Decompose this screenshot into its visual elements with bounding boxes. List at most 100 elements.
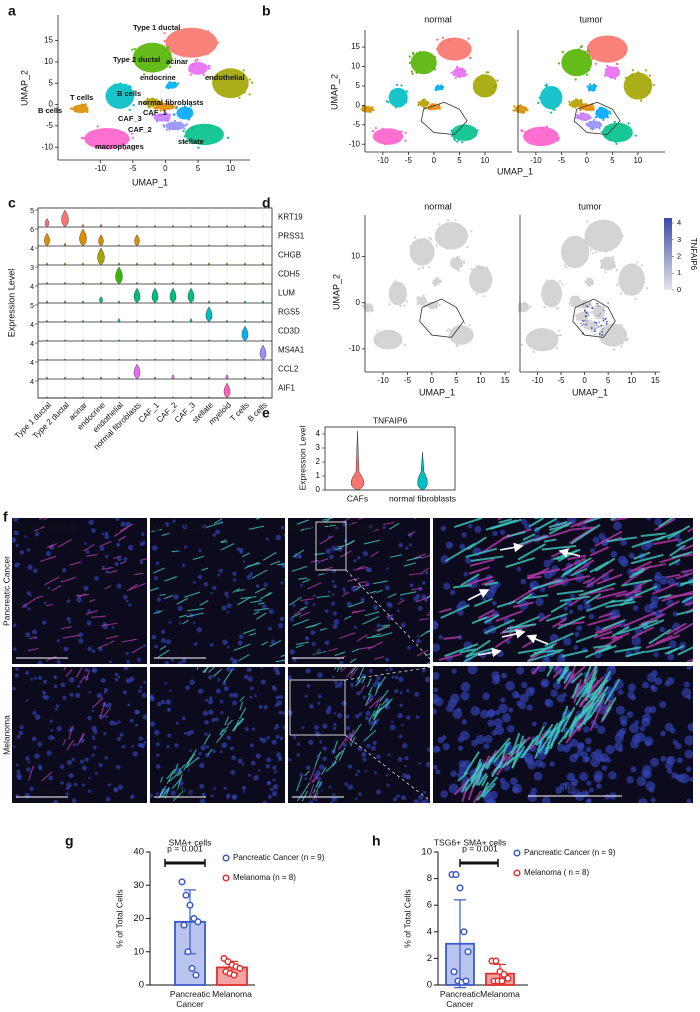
nucleus (397, 756, 403, 762)
signal-streak (66, 739, 74, 751)
nucleus (405, 774, 411, 779)
cell-dot (540, 348, 543, 351)
violin (117, 300, 121, 304)
signal-streak (187, 608, 204, 612)
cell-dot (595, 251, 598, 254)
nucleus (78, 632, 84, 638)
nucleus (304, 636, 310, 641)
x-tick-label: -10 (530, 156, 542, 165)
signal-streak (340, 667, 347, 673)
x-tick-label: 0 (582, 376, 587, 385)
nucleus (426, 747, 430, 752)
cluster-label: Type 2 ductal (113, 55, 160, 64)
nucleus (376, 754, 381, 759)
signal-streak (438, 653, 463, 661)
signal-streak (240, 596, 257, 599)
signal-streak (269, 640, 282, 647)
cluster (72, 104, 89, 114)
violin (207, 262, 211, 266)
violin (208, 225, 210, 228)
nucleus (231, 667, 235, 671)
cell-dot (207, 76, 210, 79)
data-point (236, 964, 244, 972)
cell-dot (528, 129, 531, 133)
nucleus (332, 675, 335, 679)
signal-streak (522, 594, 549, 600)
nucleus (309, 704, 314, 709)
expression-dot (584, 319, 586, 322)
signal-streak (534, 518, 541, 520)
nucleus (14, 673, 19, 678)
signal-streak (99, 540, 112, 547)
nucleus (166, 745, 170, 749)
nucleus (385, 668, 388, 672)
violin (118, 396, 120, 399)
signal-streak (494, 635, 513, 648)
cell-dot (649, 79, 652, 82)
cell-dot (555, 346, 558, 349)
nucleus (60, 682, 66, 688)
nucleus (332, 726, 337, 730)
signal-streak (454, 775, 474, 796)
y-tick-label: 30 (133, 880, 144, 891)
expression-dot (597, 325, 600, 328)
cell-dot (125, 83, 128, 86)
nucleus (85, 550, 90, 554)
violin (259, 344, 267, 361)
nucleus (588, 787, 594, 793)
signal-streak (275, 659, 285, 663)
nucleus (597, 725, 606, 734)
nucleus (401, 667, 404, 669)
signal-streak (556, 705, 569, 735)
nucleus (208, 674, 213, 680)
nucleus (425, 761, 430, 768)
x-axis-label: UMAP_1 (572, 387, 608, 397)
panel-letter: g (65, 833, 74, 849)
nucleus (260, 679, 266, 685)
nucleus (638, 798, 648, 803)
expression-dot (593, 330, 596, 333)
nucleus (91, 667, 98, 674)
violin (64, 358, 66, 361)
nucleus (137, 657, 142, 662)
cell-dot (599, 259, 603, 263)
signal-streak (407, 531, 416, 536)
nucleus (399, 691, 403, 695)
signal-streak (238, 718, 245, 726)
nucleus (141, 532, 145, 536)
cell-dot (594, 333, 597, 336)
signal-streak (323, 519, 330, 523)
nucleus (75, 692, 81, 699)
y-axis-label: Expression Level (6, 269, 16, 338)
signal-streak (605, 600, 636, 608)
x-tick-label: -10 (95, 164, 107, 173)
signal-streak (277, 563, 285, 566)
signal-streak (213, 668, 223, 677)
violin (118, 244, 120, 247)
cell-dot (543, 305, 546, 308)
nucleus (413, 596, 419, 602)
cell-dot (381, 127, 384, 131)
nucleus (181, 716, 186, 721)
cell-dot (485, 71, 488, 74)
nucleus (170, 790, 176, 796)
nucleus (98, 763, 103, 768)
cell-dot (592, 247, 596, 250)
cell-dot (166, 119, 170, 122)
violin (205, 306, 213, 323)
cell-dot (158, 103, 161, 106)
cell-dot (484, 289, 487, 292)
nucleus (193, 643, 197, 646)
signal-streak (68, 725, 74, 740)
signal-streak (160, 785, 167, 797)
nucleus (215, 688, 221, 694)
cell-dot (130, 132, 133, 135)
signal-streak (376, 703, 381, 714)
nucleus (25, 699, 29, 702)
nucleus (310, 630, 316, 636)
cell-dot (425, 300, 428, 303)
nucleus (68, 677, 75, 683)
cell-dot (182, 52, 185, 56)
signal-streak (356, 634, 368, 642)
cluster (618, 263, 645, 296)
